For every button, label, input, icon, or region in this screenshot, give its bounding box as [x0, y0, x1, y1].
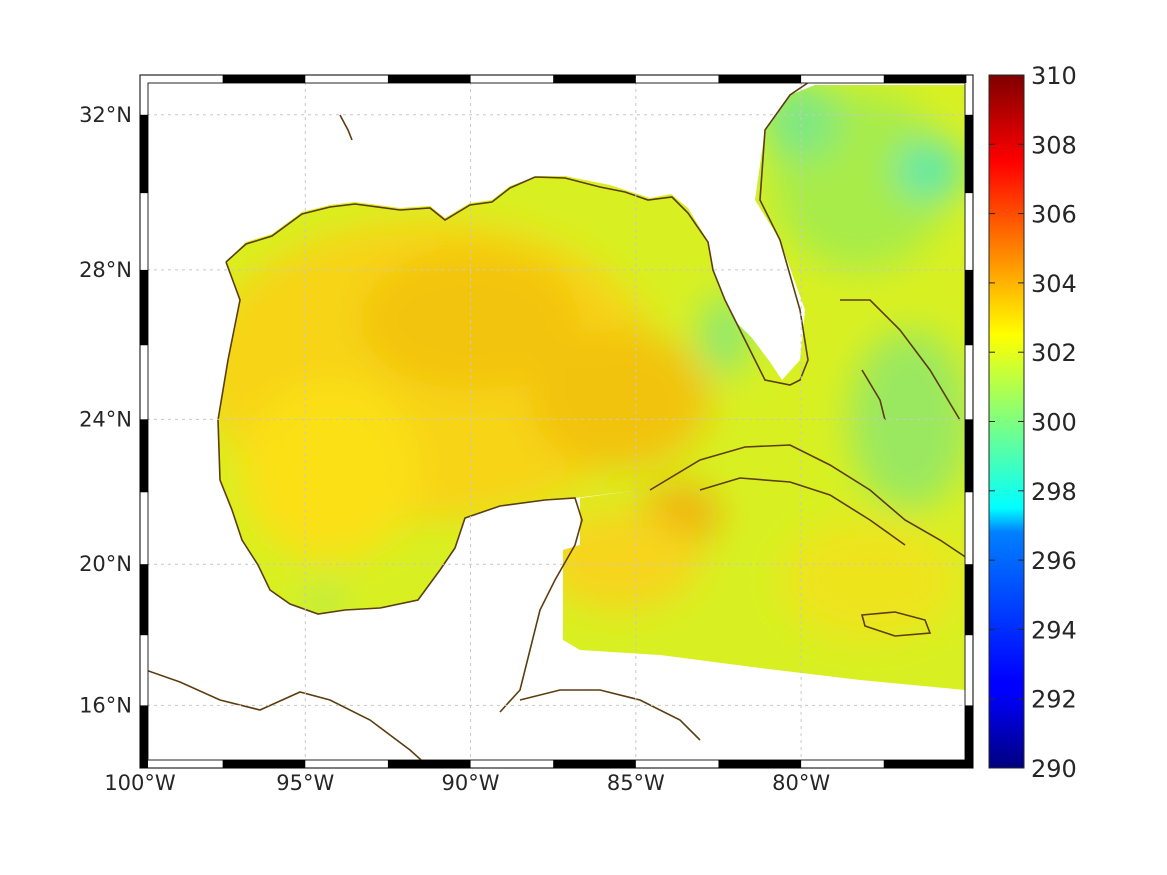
frame-check-right — [965, 419, 973, 493]
lat-tick-label: 32°N — [79, 103, 132, 127]
colorbar-tick-label: 294 — [1031, 616, 1077, 644]
colorbar-tick-label: 300 — [1031, 409, 1077, 437]
colorbar-tick-label: 308 — [1031, 131, 1077, 159]
frame-check-top — [718, 75, 802, 83]
colorbar-tick-label: 304 — [1031, 270, 1077, 298]
frame-check-left — [140, 564, 148, 636]
frame-check-bottom — [883, 760, 967, 768]
colorbar-tick-label: 298 — [1031, 478, 1077, 506]
colorbar-tick-label: 296 — [1031, 547, 1077, 575]
frame-check-right — [965, 705, 973, 768]
lon-tick-label: 80°W — [772, 771, 830, 795]
lon-tick-label: 90°W — [442, 771, 500, 795]
lon-tick-label: 95°W — [276, 771, 334, 795]
lon-tick-label: 100°W — [104, 771, 176, 795]
frame-check-top — [387, 75, 471, 83]
colorbar-tick-label: 292 — [1031, 686, 1077, 714]
graticule — [148, 83, 965, 760]
frame-check-left — [140, 269, 148, 346]
latitude-tick-labels: 16°N 20°N 24°N 28°N 32°N — [79, 103, 132, 718]
longitude-tick-labels: 100°W 95°W 90°W 85°W 80°W — [104, 771, 830, 795]
frame-check-top — [222, 75, 306, 83]
lat-tick-label: 24°N — [79, 407, 132, 431]
frame-check-left — [140, 419, 148, 493]
lon-tick-label: 85°W — [607, 771, 665, 795]
map-frame — [139, 74, 974, 769]
lat-tick-label: 28°N — [79, 258, 132, 282]
frame-check-left — [140, 705, 148, 768]
frame-check-top — [553, 75, 636, 83]
colorbar-tick-label: 306 — [1031, 201, 1077, 229]
frame-check-right — [965, 269, 973, 346]
colorbar-tick-label: 302 — [1031, 339, 1077, 367]
frame-check-right — [965, 114, 973, 194]
frame-check-top — [883, 75, 967, 83]
coastlines — [148, 83, 965, 760]
frame-check-bottom — [387, 760, 471, 768]
lat-tick-label: 20°N — [79, 552, 132, 576]
colorbar: 290 292 294 296 298 300 302 304 306 308 310 — [988, 62, 1077, 783]
frame-check-left — [140, 114, 148, 194]
lat-tick-label: 16°N — [79, 693, 132, 717]
frame-check-bottom — [718, 760, 802, 768]
frame-check-bottom — [222, 760, 306, 768]
colorbar-tick-label: 290 — [1031, 755, 1077, 783]
frame-check-right — [965, 564, 973, 636]
frame-check-bottom — [553, 760, 636, 768]
colorbar-tick-label: 310 — [1031, 62, 1077, 90]
